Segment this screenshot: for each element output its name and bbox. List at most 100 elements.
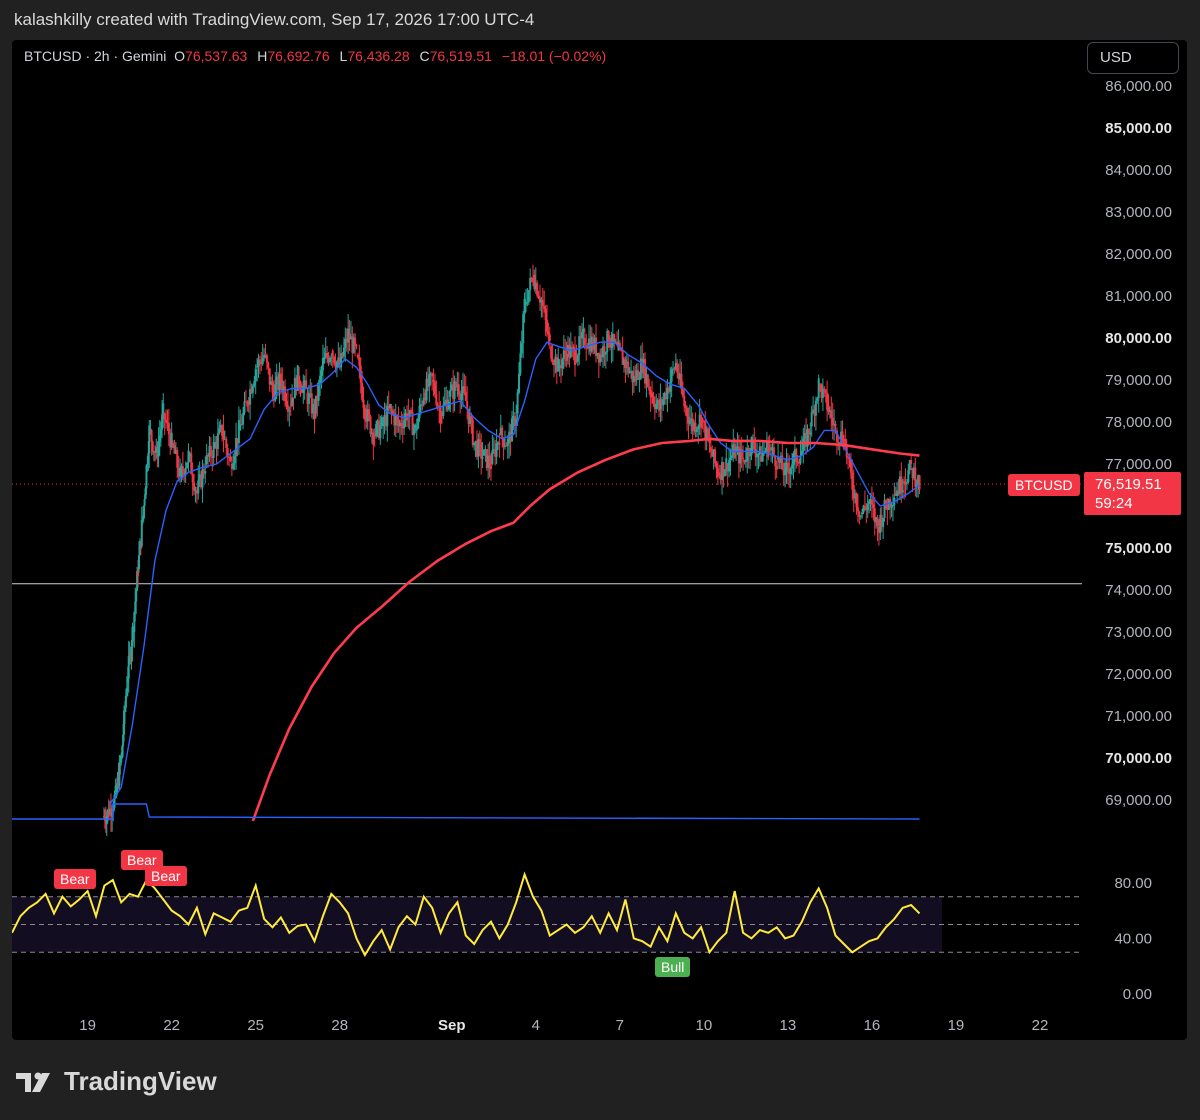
chart-panel[interactable]: 86,000.00 85,000.00 84,000.00 83,000.00 82,0… (12, 40, 1187, 1040)
candle-body (247, 401, 250, 405)
candle-body (666, 387, 669, 400)
price-chart[interactable]: 86,000.00 85,000.00 84,000.00 83,000.00 82,0… (12, 40, 1187, 1040)
candle-body (174, 450, 177, 454)
candle-body (855, 493, 858, 508)
candle-body (770, 449, 773, 451)
candle-body (764, 450, 767, 452)
candle-body (415, 428, 418, 431)
candle-body (677, 372, 680, 380)
candle-body (777, 457, 780, 460)
candle-body (726, 464, 729, 472)
price-axis-tick: 73,000.00 (1105, 624, 1172, 641)
candle-body (687, 416, 690, 424)
candle-body (900, 476, 903, 493)
candle-body (623, 359, 626, 365)
candle-body (875, 517, 878, 523)
candle-body (576, 355, 579, 362)
candle-body (384, 415, 387, 427)
candle-body (389, 404, 392, 409)
rsi-bull-flag: Bull (655, 957, 691, 977)
candle-body (914, 467, 917, 487)
candle-body (474, 440, 477, 443)
candle-body (652, 397, 655, 404)
candle-body (305, 380, 308, 390)
candle-body (107, 809, 110, 819)
ohlc-legend: BTCUSD · 2h · Gemini O76,537.63 H76,692.… (24, 48, 612, 64)
candle-body (484, 449, 487, 451)
candle-body (838, 442, 841, 444)
high-value: 76,692.76 (267, 48, 330, 64)
candle-body (495, 443, 498, 457)
candle-body (363, 407, 366, 420)
candle-body (412, 428, 415, 435)
candle-body (152, 451, 155, 453)
currency-button[interactable]: USD (1087, 42, 1179, 74)
candle-body (396, 416, 399, 420)
candle-body (800, 450, 803, 456)
candle-body (242, 412, 245, 425)
candle-body (646, 374, 649, 387)
candle-body (310, 393, 313, 414)
price-axis-tick: 81,000.00 (1105, 288, 1172, 305)
candle-body (313, 403, 316, 419)
candle-body (306, 392, 309, 404)
candle-body (215, 442, 218, 450)
candle-body (607, 330, 610, 345)
candle-body (905, 482, 908, 484)
candle-body (820, 384, 823, 398)
candle-body (218, 428, 221, 434)
candle-body (641, 358, 644, 374)
candle-body (239, 424, 242, 431)
candle-body (693, 422, 696, 427)
candle-body (118, 762, 121, 786)
candle-body (172, 443, 175, 445)
price-axis-tick: 79,000.00 (1105, 372, 1172, 389)
tradingview-brand[interactable]: TradingView (16, 1066, 217, 1097)
candle-body (354, 337, 357, 346)
candle-body (264, 354, 267, 356)
candle-body (715, 463, 718, 469)
candle-body (508, 431, 511, 443)
candle-body (125, 687, 128, 697)
candle-body (522, 314, 525, 344)
candle-body (373, 434, 376, 437)
price-axis-tick: 84,000.00 (1105, 162, 1172, 179)
candle-body (183, 471, 186, 475)
candle-body (821, 388, 824, 398)
candle-body (544, 308, 547, 321)
candle-body (158, 435, 161, 442)
candle-body (719, 475, 722, 480)
candle-body (342, 347, 345, 357)
candle-body (816, 398, 819, 401)
candle-body (844, 438, 847, 445)
candle-body (667, 388, 670, 392)
candle-body (618, 342, 621, 348)
candle-body (485, 449, 488, 469)
candle-body (212, 442, 215, 458)
candle-body (876, 517, 879, 527)
candle-body (613, 334, 616, 343)
low-label: L (339, 48, 348, 64)
candle-body (792, 453, 795, 465)
candle-body (574, 348, 577, 365)
candle-body (802, 438, 805, 452)
candle-body (711, 451, 714, 457)
candle-body (509, 431, 512, 442)
candle-body (908, 460, 911, 471)
candle-body (179, 468, 182, 477)
candle-body (351, 336, 354, 353)
candle-body (190, 453, 193, 475)
candle-body (494, 449, 497, 457)
candle-body (240, 424, 243, 426)
candle-body (894, 493, 897, 496)
candle-body (135, 590, 138, 602)
candle-body (299, 384, 302, 390)
candle-body (758, 446, 761, 454)
candle-body (347, 328, 350, 343)
candle-body (512, 415, 515, 419)
candle-body (361, 382, 364, 400)
candle-body (534, 282, 537, 290)
candle-body (205, 455, 208, 464)
candle-body (866, 503, 869, 511)
candle-body (863, 505, 866, 509)
